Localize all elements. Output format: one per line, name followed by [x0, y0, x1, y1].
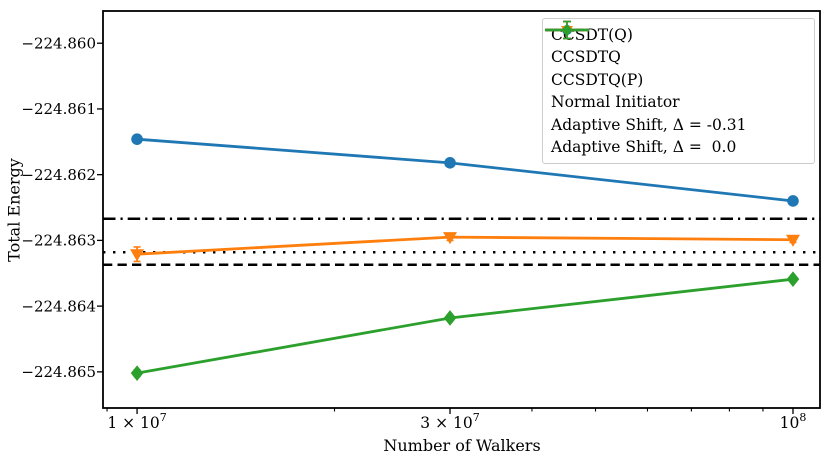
- triangle-down-marker: [785, 234, 800, 247]
- y-tick-label: −224.864: [21, 297, 96, 315]
- diamond-marker: [443, 310, 457, 326]
- legend-handle-icon: [545, 20, 589, 40]
- legend-entry: Normal Initiator: [545, 20, 806, 113]
- legend-entry: Adaptive Shift, Δ = -0.31: [545, 20, 806, 136]
- circle-marker: [444, 157, 456, 169]
- x-tick-label: 1 × 107: [107, 411, 166, 432]
- x-axis-label: Number of Walkers: [383, 436, 541, 455]
- legend-entry-label: CCSDTQ: [551, 48, 621, 67]
- axes-frame: [102, 10, 821, 409]
- legend-entry-label: Adaptive Shift, Δ = -0.31: [551, 115, 747, 134]
- y-tick-label: −224.862: [21, 166, 96, 184]
- circle-marker: [131, 133, 143, 145]
- legend-entry: CCSDTQ: [546, 28, 806, 68]
- legend-entry: Adaptive Shift, Δ = 0.0: [545, 20, 806, 158]
- diamond-marker: [130, 365, 144, 381]
- diamond-marker: [786, 271, 800, 287]
- x-tick-label: 108: [780, 411, 807, 432]
- y-axis-label: Total Energy: [4, 158, 24, 262]
- legend: CCSDT(Q) CCSDTQ CCSDTQ(P) Normal Initiator A…: [542, 18, 815, 164]
- legend-entry-label: Adaptive Shift, Δ = 0.0: [551, 137, 737, 156]
- y-tick-label: −224.861: [21, 100, 96, 118]
- y-tick-label: −224.860: [21, 34, 96, 52]
- y-tick-label: −224.863: [21, 232, 96, 250]
- legend-entry-label: CCSDTQ(P): [551, 70, 644, 89]
- legend-entry-label: Normal Initiator: [551, 93, 680, 112]
- legend-diamond-marker-icon: [561, 23, 573, 37]
- triangle-down-marker: [443, 232, 458, 245]
- circle-marker: [787, 195, 799, 207]
- legend-entry: CCSDTQ(P): [546, 28, 806, 91]
- x-tick-label: 3 × 107: [420, 411, 479, 432]
- triangle-down-marker: [130, 249, 145, 262]
- y-tick-label: −224.865: [21, 363, 96, 381]
